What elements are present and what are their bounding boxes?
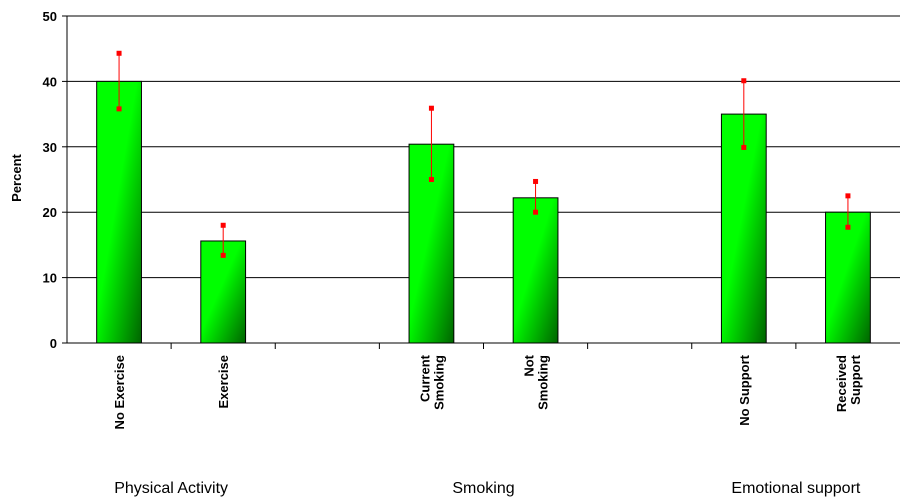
category-label: Smoking bbox=[431, 355, 446, 410]
error-bar-low-marker bbox=[741, 144, 747, 150]
bar bbox=[825, 211, 871, 344]
group-label: Physical Activity bbox=[114, 480, 228, 497]
y-tick-label: 50 bbox=[43, 9, 57, 24]
error-bars bbox=[116, 50, 851, 258]
y-tick-label: 0 bbox=[50, 336, 57, 351]
error-bar-high-marker bbox=[741, 78, 747, 84]
axes bbox=[62, 15, 900, 349]
category-label: Not bbox=[522, 354, 537, 376]
category-label: Current bbox=[417, 354, 432, 402]
y-tick-label: 30 bbox=[43, 140, 57, 155]
category-label: Support bbox=[848, 354, 863, 404]
y-tick-label: 10 bbox=[43, 271, 57, 286]
grid-lines bbox=[67, 15, 900, 279]
error-bar-low-marker bbox=[428, 177, 434, 182]
category-label: No Support bbox=[737, 354, 752, 425]
y-tick-label: 20 bbox=[43, 205, 57, 220]
error-bar-high-marker bbox=[220, 222, 226, 228]
error-bar-low-marker bbox=[116, 106, 122, 112]
bars bbox=[96, 80, 871, 344]
error-bar-high-marker bbox=[845, 193, 851, 199]
bar bbox=[96, 80, 142, 344]
category-label: No Exercise bbox=[112, 355, 127, 429]
error-bar-high-marker bbox=[116, 50, 122, 56]
y-axis-title: Percent bbox=[9, 153, 24, 201]
category-label: Smoking bbox=[536, 355, 551, 410]
group-label: Smoking bbox=[452, 480, 514, 497]
error-bar-low-marker bbox=[220, 252, 226, 258]
category-label: Received bbox=[834, 355, 849, 412]
error-bar-low-marker bbox=[533, 209, 539, 215]
bar bbox=[512, 197, 559, 344]
group-label: Emotional support bbox=[731, 480, 861, 497]
error-bar-low-marker bbox=[845, 224, 851, 230]
y-tick-label: 40 bbox=[43, 74, 57, 89]
error-bar-high-marker bbox=[533, 178, 539, 184]
error-bar-high-marker bbox=[428, 105, 434, 111]
category-label: Exercise bbox=[216, 355, 231, 409]
